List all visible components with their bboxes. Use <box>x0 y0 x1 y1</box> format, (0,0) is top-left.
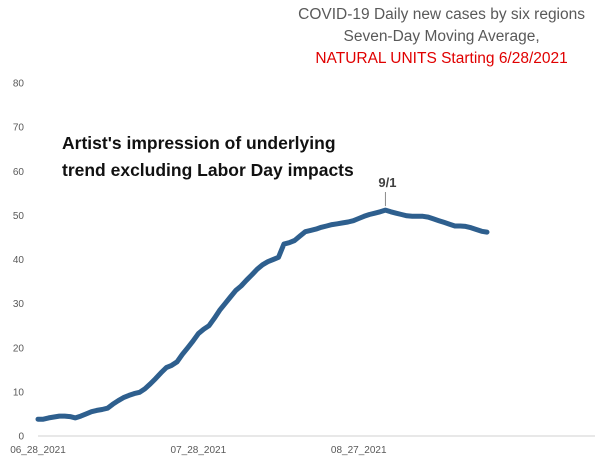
title-line-3: NATURAL UNITS Starting 6/28/2021 <box>315 50 568 67</box>
y-tick-label: 60 <box>13 167 25 178</box>
y-tick-label: 40 <box>13 255 25 266</box>
y-tick-label: 20 <box>13 343 25 354</box>
x-tick-label: 06_28_2021 <box>10 445 66 456</box>
chart-title: COVID-19 Daily new cases by six regions … <box>298 4 585 70</box>
annotation-line-1: Artist's impression of underlying <box>62 133 336 153</box>
callout-label: 9/1 <box>378 175 396 190</box>
x-tick-label: 07_28_2021 <box>171 445 227 456</box>
x-tick-label: 08_27_2021 <box>331 445 387 456</box>
y-tick-label: 80 <box>13 79 25 90</box>
plot-area: 9/1 <box>35 175 490 422</box>
y-tick-label: 0 <box>18 432 24 443</box>
title-line-2: Seven-Day Moving Average, <box>343 28 540 45</box>
y-tick-label: 10 <box>13 387 25 398</box>
y-tick-label: 70 <box>13 123 25 134</box>
annotation-line-2: trend excluding Labor Day impacts <box>62 160 354 180</box>
trend-annotation: Artist's impression of underlying trend … <box>62 130 354 184</box>
y-tick-label: 50 <box>13 211 25 222</box>
chart-axes: 0 10 20 30 40 50 60 70 80 06_28_2021 07_28_2021 08_… <box>10 79 595 456</box>
title-line-1: COVID-19 Daily new cases by six regions <box>298 6 585 23</box>
series-line <box>35 207 490 422</box>
y-tick-label: 30 <box>13 299 25 310</box>
